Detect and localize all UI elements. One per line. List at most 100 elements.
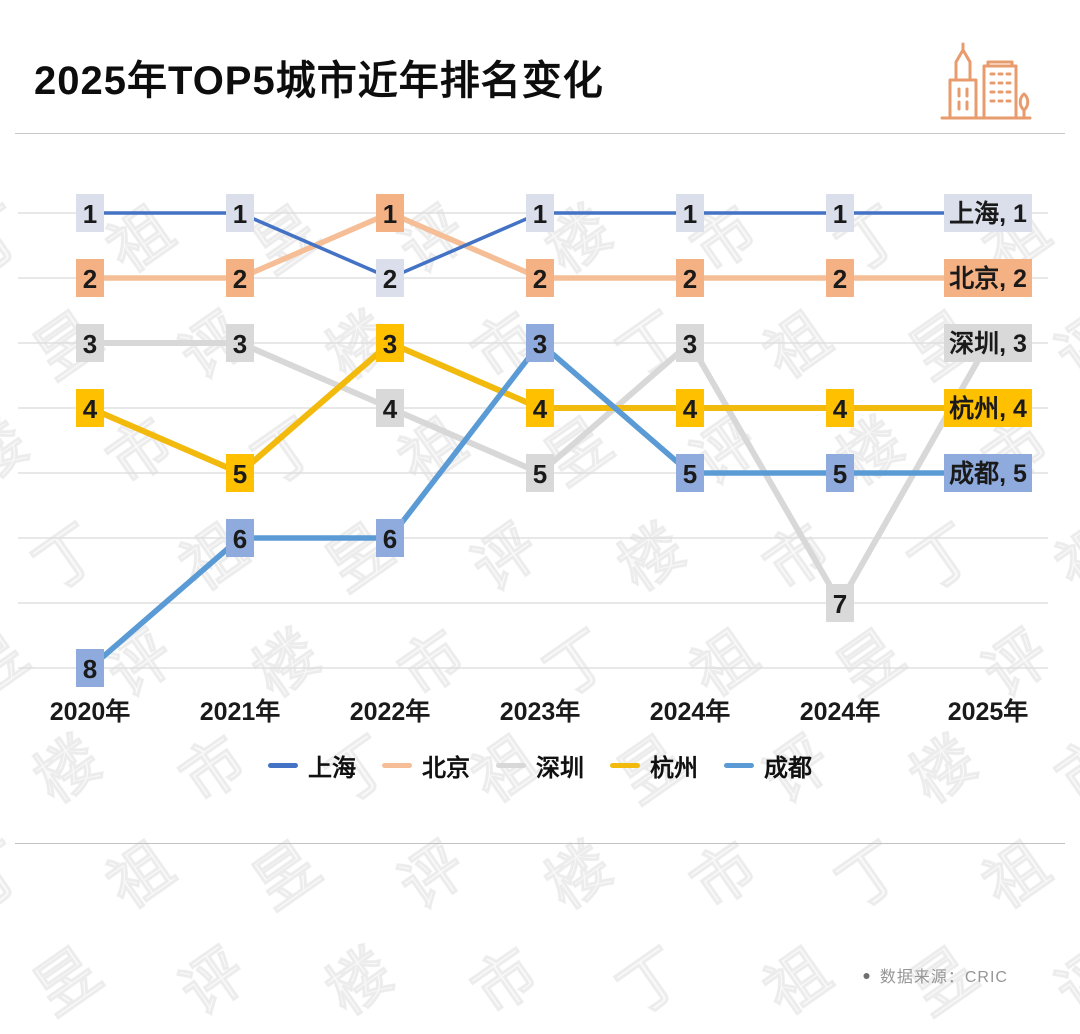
data-point-label: 3 [533, 329, 547, 359]
data-point-label: 2 [533, 264, 547, 294]
data-point-box [826, 259, 854, 297]
data-point-label: 3 [83, 329, 97, 359]
legend-item-上海: 上海 [268, 748, 356, 783]
data-point-label: 1 [233, 199, 247, 229]
data-point-box [676, 259, 704, 297]
end-label: 成都, 5 [949, 460, 1027, 488]
data-point-box [826, 584, 854, 622]
watermark-glyph: 祖 [971, 830, 1062, 923]
chart-legend: 上海 北京 深圳 杭州 成都 [0, 748, 1080, 783]
legend-label: 深圳 [536, 755, 584, 782]
data-point-box [526, 389, 554, 427]
watermark-glyph: 丁 [825, 830, 916, 923]
data-point-box [676, 454, 704, 492]
source-text: 数据来源：CRIC [879, 969, 1008, 986]
legend-item-北京: 北京 [382, 748, 470, 783]
legend-swatch [268, 763, 298, 768]
data-point-box [826, 389, 854, 427]
end-label-box [944, 259, 1032, 297]
data-point-box [526, 324, 554, 362]
data-point-label: 4 [533, 394, 548, 424]
watermark-glyph: 丁 [0, 830, 40, 923]
data-point-box [526, 454, 554, 492]
data-point-box [76, 194, 104, 232]
watermark-glyph: 楼 [314, 936, 405, 1029]
header-divider [15, 133, 1065, 134]
legend-label: 杭州 [650, 755, 698, 782]
end-label-box [944, 454, 1032, 492]
data-point-box [526, 259, 554, 297]
end-label: 上海, 1 [949, 199, 1027, 228]
watermark-glyph: 楼 [533, 830, 624, 923]
legend-item-成都: 成都 [724, 748, 812, 783]
legend-item-深圳: 深圳 [496, 748, 584, 783]
data-point-box [676, 194, 704, 232]
data-point-box [226, 324, 254, 362]
end-label: 杭州, 4 [949, 394, 1027, 423]
watermark-glyph: 丁 [606, 936, 697, 1029]
data-point-box [376, 259, 404, 297]
end-label: 北京, 2 [949, 264, 1027, 293]
data-point-box [76, 259, 104, 297]
footer-divider [15, 843, 1065, 844]
x-axis-label: 2022年 [350, 697, 431, 726]
x-axis-label: 2021年 [200, 697, 281, 726]
data-point-box [826, 454, 854, 492]
data-point-label: 2 [383, 264, 397, 294]
data-point-label: 5 [233, 459, 247, 489]
end-label: 深圳, 3 [949, 330, 1027, 358]
legend-label: 上海 [308, 755, 356, 782]
data-point-label: 1 [683, 199, 697, 229]
data-point-box [676, 324, 704, 362]
data-point-label: 5 [533, 459, 547, 489]
watermark-glyph: 昱 [241, 830, 332, 923]
page-title: 2025年TOP5城市近年排名变化 [34, 59, 604, 103]
legend-swatch [724, 763, 754, 768]
data-point-box [376, 519, 404, 557]
data-point-box [226, 194, 254, 232]
data-point-label: 2 [683, 264, 697, 294]
data-point-label: 6 [383, 524, 397, 554]
watermark-glyph: 昱 [22, 936, 113, 1029]
data-point-label: 6 [233, 524, 247, 554]
data-point-box [76, 389, 104, 427]
data-point-label: 3 [233, 329, 247, 359]
legend-label: 成都 [764, 755, 812, 782]
data-point-label: 3 [683, 329, 697, 359]
data-point-label: 4 [383, 394, 398, 424]
data-point-label: 1 [833, 199, 847, 229]
data-point-label: 5 [833, 459, 847, 489]
data-point-label: 3 [383, 329, 397, 359]
data-point-box [226, 519, 254, 557]
legend-swatch [382, 763, 412, 768]
watermark-glyph: 祖 [95, 830, 186, 923]
x-axis-label: 2025年 [948, 697, 1029, 726]
legend-item-杭州: 杭州 [610, 748, 698, 783]
data-point-label: 4 [83, 394, 98, 424]
data-point-label: 1 [83, 199, 97, 229]
x-axis-label: 2024年 [800, 697, 881, 726]
watermark-glyph: 祖 [752, 936, 843, 1029]
data-point-box [226, 259, 254, 297]
buildings-icon [940, 42, 1032, 120]
data-point-label: 2 [83, 264, 97, 294]
legend-swatch [496, 763, 526, 768]
x-axis-label: 2024年 [650, 697, 731, 726]
legend-swatch [610, 763, 640, 768]
x-axis-label: 2023年 [500, 697, 581, 726]
ranking-line-chart: 1 1 2 1 1 1 上海, 1 2 2 1 2 2 2 北京, 2 3 3 4 5 3 7 深圳, 3 4 5 3 4 4 4 杭… [18, 194, 1048, 726]
data-point-box [376, 194, 404, 232]
source-bullet-icon: ● [862, 967, 871, 983]
legend-label: 北京 [422, 755, 470, 782]
watermark-glyph: 评 [1044, 936, 1080, 1029]
data-point-label: 2 [233, 264, 247, 294]
data-point-label: 1 [533, 199, 547, 229]
data-point-box [76, 324, 104, 362]
watermark-glyph: 市 [679, 830, 770, 923]
data-point-label: 5 [683, 459, 697, 489]
data-point-box [526, 194, 554, 232]
end-label-box [944, 194, 1032, 232]
watermark-glyph: 市 [460, 936, 551, 1029]
data-point-box [76, 649, 104, 687]
data-source: ● 数据来源：CRIC [862, 963, 1008, 987]
